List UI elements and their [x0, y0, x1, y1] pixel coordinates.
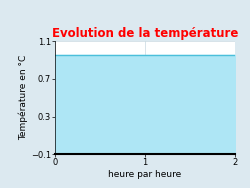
X-axis label: heure par heure: heure par heure — [108, 170, 182, 179]
Y-axis label: Température en °C: Température en °C — [18, 55, 28, 140]
Title: Evolution de la température: Evolution de la température — [52, 27, 238, 40]
